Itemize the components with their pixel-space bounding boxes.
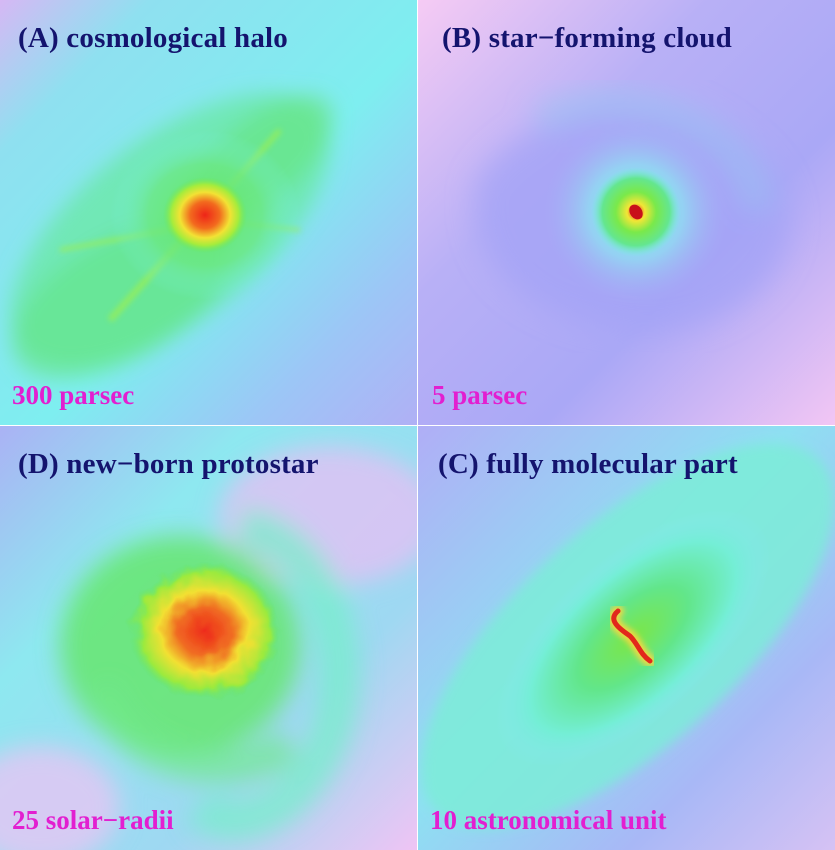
panel-title: (D) new−born protostar — [18, 448, 319, 480]
panel-star-forming-cloud: (B) star−forming cloud 5 parsec — [418, 0, 835, 425]
scale-label: 5 parsec — [432, 380, 528, 410]
scale-label: 10 astronomical unit — [430, 805, 667, 835]
halo-density-map — [0, 0, 417, 425]
panel-title: (C) fully molecular part — [438, 448, 738, 480]
panel-fully-molecular-part: (C) fully molecular part 10 astronomical… — [418, 426, 835, 850]
scale-label: 300 parsec — [12, 380, 135, 410]
cloud-density-map — [418, 0, 835, 425]
panel-cosmological-halo: (A) cosmological halo 300 parsec — [0, 0, 417, 425]
panel-title: (B) star−forming cloud — [442, 22, 732, 54]
panel-new-born-protostar: (D) new−born protostar 25 solar−radii — [0, 426, 417, 850]
panel-title: (A) cosmological halo — [18, 22, 289, 54]
molecular-density-map — [418, 426, 835, 850]
protostar-density-map — [0, 426, 417, 850]
scale-label: 25 solar−radii — [12, 805, 174, 835]
